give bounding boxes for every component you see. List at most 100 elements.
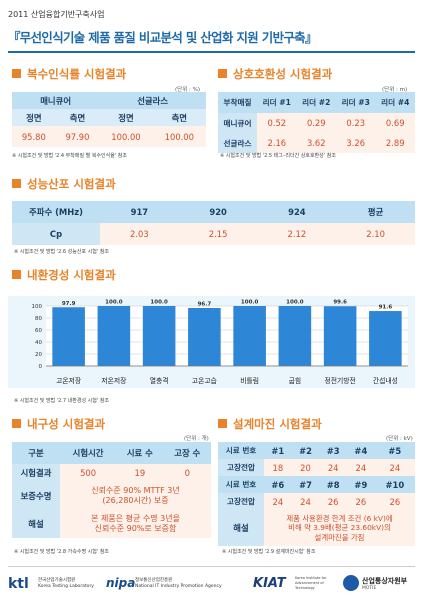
bar-value-label: 100.0 [286,300,304,306]
table-cell: 24 [319,459,348,476]
bar-value-label: 91.6 [379,305,393,311]
table-header: 924 [288,207,306,217]
table-header: 구분 [28,448,44,458]
interop-table: 부착매질 리더 #1 리더 #2 리더 #3 리더 #4 매니큐어 0.52 0… [218,92,415,153]
row-label: 선글라스 [218,133,258,153]
x-tick-label: 고온고습 [192,376,217,385]
table-header: 시료 수 [126,448,153,458]
table-cell: 24 [347,459,375,476]
table-header: 평균 [367,207,384,217]
bar [233,306,266,366]
margin-table: 시료 번호 #1 #2 #3 #4 #5 고장전압 18 20 24 24 24… [218,442,415,546]
table-cell: 신뢰수준 90% MTTF 3년 (26,280시간) 보증 [60,482,211,510]
table-cell: 0.52 [257,113,297,133]
durability-note: ※ 시험조건 및 방법 '2.8 가속수명 시험' 참조 [14,549,110,555]
table-cell: 0.23 [336,113,376,133]
margin-unit: (단위 : kV) [386,436,413,442]
section-bullet-icon [12,270,21,279]
table-cell: 24 [291,493,320,510]
table-cell: 본 제품은 평균 수명 3년을 신뢰수준 90%로 보증함 [60,510,211,538]
y-tick-label: 0 [39,364,43,370]
table-header: 주파수 (MHz) [29,207,83,217]
table-header: #4 [354,445,368,456]
x-tick-label: 저온저장 [101,376,126,385]
section-bullet-icon [218,69,227,78]
table-cell: 26 [319,493,348,510]
row-label: 고장전압 [218,459,264,476]
x-tick-label: 굽힘 [289,376,302,385]
table-cell: 2.15 [178,223,258,245]
row-label: 해설 [218,510,264,546]
table-cell: 18 [264,459,292,476]
kiat-logo: KIAT [253,576,286,591]
nipa-logo: nipa [106,576,136,590]
section-margin-title: 설계마진 시험결과 [218,416,322,432]
title-divider [8,51,415,53]
bar [188,307,221,366]
table-cell: 제품 사용환경 한계 조건 (6 kV)에 비해 약 3.9배(평균 23.60… [264,510,415,546]
table-cell: 100.00 [164,131,194,142]
table-cell: 500 [60,464,117,482]
perf-note: ※ 시험조건 및 방법 '2.6 성능산포 시험' 참조 [14,249,110,255]
group-header: 매니큐어 [12,92,100,109]
section-durability-title: 내구성 시험결과 [12,416,105,432]
perf-table: 주파수 (MHz) 917 920 924 평균 Cp 2.03 2.15 2.… [12,201,415,245]
nipa-name: 정보통신산업진흥원 National IT Industry Promotion … [135,578,222,589]
x-tick-label: 고온저장 [56,376,81,385]
table-cell: 26 [347,493,375,510]
bar [142,306,176,366]
table-header: 920 [209,207,227,217]
kiat-name: Korea Institute for Advancement of Techn… [295,576,327,590]
page-title: 『무선인식기술 제품 품질 비교분석 및 산업화 지원 기반구축』 [8,30,317,45]
bar [323,306,357,366]
bar-value-label: 100.0 [150,300,168,306]
table-cell: 19 [116,464,164,482]
table-cell: 2.16 [257,133,297,153]
y-tick-label: 100 [32,304,43,310]
sub-header: 측면 [69,112,86,123]
interop-note: ※ 시험조건 및 방법 '2.5 태그–리더간 상호호환성' 참조 [220,153,336,159]
section-perf-title: 성능산포 시험결과 [12,176,116,192]
sub-header: 정면 [26,112,42,123]
table-cell: 2.10 [336,223,415,245]
section-bullet-icon [12,69,21,78]
rec-rate-table: 매니큐어 선글라스 정면 측면 정면 측면 95.80 97.90 100.00… [12,92,206,147]
x-tick-label: 간섭내성 [373,376,398,385]
bar-value-label: 99.6 [333,300,347,306]
table-header: 시료 번호 [225,446,257,455]
table-cell: 0 [163,464,211,482]
table-header: 리더 #1 [262,98,291,107]
group-header: 선글라스 [99,92,206,109]
motie-sub: MOTIE [362,586,377,591]
x-tick-label: 비틀림 [240,376,259,385]
ktl-name: 한국산업기술시험원 Korea Testing Laboratory [38,578,94,589]
table-header: #6 [271,479,285,490]
rec-rate-unit: (단위 : %) [175,87,200,93]
table-header: 리더 #2 [302,98,331,107]
section-bullet-icon [218,419,227,428]
bar-value-label: 97.9 [62,301,76,307]
y-tick-label: 60 [35,328,42,334]
table-header: #9 [354,479,368,490]
y-tick-label: 40 [35,340,42,346]
margin-note: ※ 시험조건 및 방법 '2.9 설계마진시험' 참조 [222,549,316,555]
table-header: #2 [299,445,312,456]
bar-value-label: 100.0 [105,300,123,306]
table-header: 고장 수 [174,448,201,458]
row-label: 매니큐어 [218,113,258,133]
table-cell: 26 [374,493,415,510]
row-label: Cp [12,223,100,245]
table-cell: 3.62 [296,133,337,153]
table-header: 시료 번호 [225,480,257,489]
ktl-logo: ktl [8,576,29,592]
table-header: #8 [326,479,340,490]
bar [369,311,402,366]
bar-value-label: 100.0 [241,300,259,306]
table-cell: 97.90 [65,131,90,142]
table-cell: 0.69 [375,113,415,133]
project-label: 2011 산업융합기반구축사업 [8,10,105,19]
section-bullet-icon [12,419,21,428]
row-label: 시험결과 [12,464,60,482]
durability-unit: (단위 : 개) [184,436,209,442]
